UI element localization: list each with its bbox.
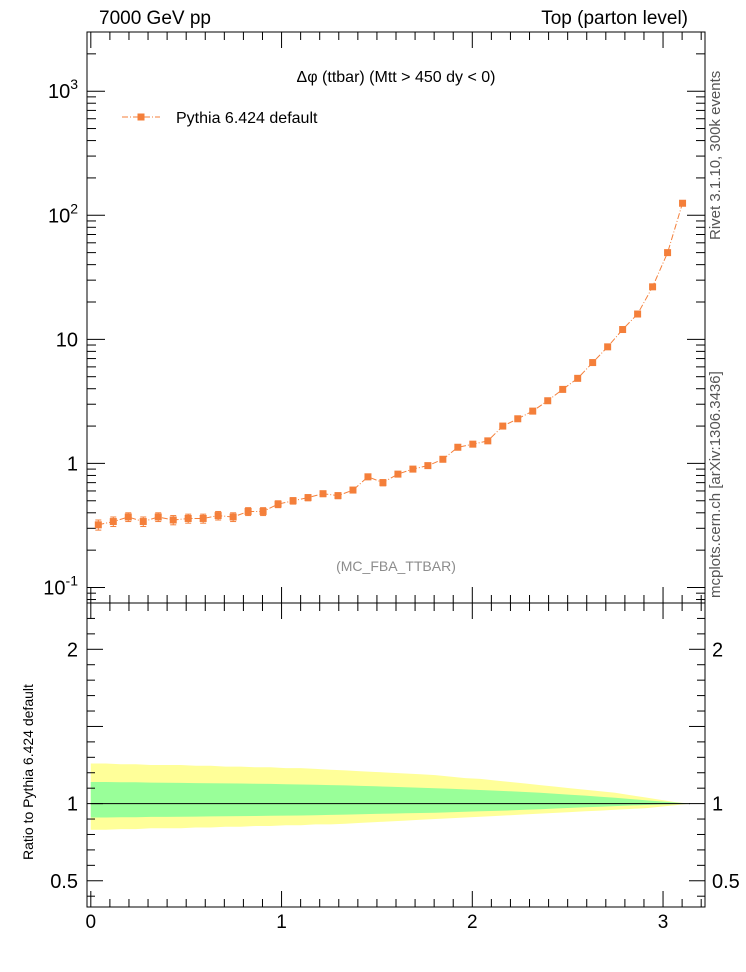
data-point bbox=[334, 492, 342, 500]
data-point bbox=[394, 470, 402, 478]
x-tick-label: 0 bbox=[86, 912, 97, 933]
legend-label: Pythia 6.424 default bbox=[176, 110, 318, 127]
data-point bbox=[169, 516, 177, 524]
data-point bbox=[604, 343, 612, 351]
data-point bbox=[94, 521, 102, 529]
ratio-y-tick-label-right: 1 bbox=[712, 794, 723, 816]
data-point bbox=[679, 199, 687, 207]
ratio-frame bbox=[86, 602, 706, 908]
data-point bbox=[139, 518, 147, 526]
data-point bbox=[514, 415, 522, 423]
data-point bbox=[124, 513, 132, 521]
data-point bbox=[424, 462, 432, 470]
data-point bbox=[634, 310, 642, 318]
data-point bbox=[469, 440, 477, 448]
ratio-inner-band bbox=[90, 782, 691, 818]
data-point bbox=[619, 326, 627, 334]
data-point bbox=[589, 359, 597, 367]
header-right-label: Top (parton level) bbox=[541, 8, 688, 29]
data-point bbox=[109, 518, 117, 526]
y-tick-label: 10-1 bbox=[43, 572, 78, 599]
data-point bbox=[574, 374, 582, 382]
data-point bbox=[274, 500, 282, 508]
data-point bbox=[409, 465, 417, 473]
x-tick-label: 1 bbox=[276, 912, 287, 933]
legend-marker bbox=[137, 113, 145, 121]
series-line bbox=[98, 203, 683, 526]
y-tick-label: 103 bbox=[48, 76, 78, 103]
data-point bbox=[529, 407, 537, 415]
data-point bbox=[559, 385, 567, 393]
x-tick-label: 2 bbox=[467, 912, 478, 933]
ratio-panel: 0 1 2 3 0.5 0.5 1 1 2 2 bbox=[50, 602, 740, 933]
ratio-y-tick-label-right: 2 bbox=[712, 639, 723, 661]
data-point bbox=[499, 422, 507, 430]
data-point bbox=[184, 514, 192, 522]
data-point bbox=[484, 437, 492, 445]
data-point bbox=[154, 513, 162, 521]
data-point bbox=[454, 443, 462, 451]
ratio-y-tick-label: 1 bbox=[67, 794, 78, 816]
y-tick-label: 102 bbox=[48, 200, 78, 227]
data-point bbox=[664, 249, 672, 257]
data-point bbox=[364, 473, 372, 481]
ratio-y-tick-label: 2 bbox=[67, 639, 78, 661]
data-point bbox=[319, 490, 327, 498]
data-point bbox=[244, 507, 252, 515]
data-point bbox=[199, 514, 207, 522]
data-point bbox=[289, 497, 297, 505]
data-point bbox=[349, 486, 357, 494]
x-tick-label: 3 bbox=[658, 912, 669, 933]
ratio-y-tick-label: 0.5 bbox=[50, 871, 78, 893]
plot-title: Δφ (ttbar) (Mtt > 450 dy < 0) bbox=[297, 69, 496, 86]
data-point bbox=[259, 507, 267, 515]
analysis-watermark: (MC_FBA_TTBAR) bbox=[336, 558, 456, 574]
data-point bbox=[379, 479, 387, 487]
data-point bbox=[304, 494, 312, 502]
data-point bbox=[649, 283, 657, 291]
y-tick-label: 10 bbox=[56, 329, 78, 351]
main-panel: 10-1 1 10 102 103 Δφ (ttbar) (Mtt > 450 dy < … bbox=[43, 31, 706, 604]
data-point bbox=[214, 512, 222, 520]
data-point bbox=[439, 455, 447, 463]
data-point bbox=[544, 397, 552, 405]
header-left-label: 7000 GeV pp bbox=[99, 8, 211, 29]
ratio-y-tick-label-right: 0.5 bbox=[712, 871, 740, 893]
data-point bbox=[229, 513, 237, 521]
y-tick-label: 1 bbox=[67, 453, 78, 475]
